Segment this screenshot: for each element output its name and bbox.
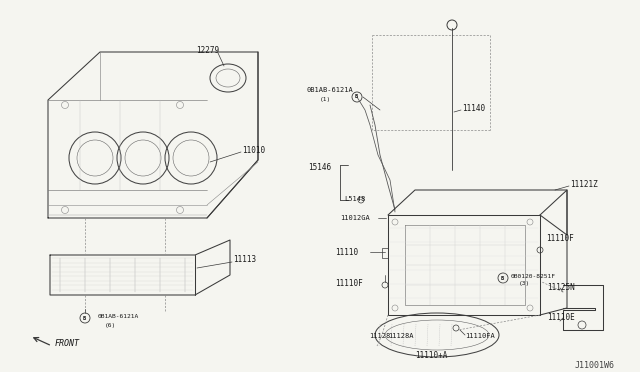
Text: 15146: 15146 bbox=[308, 163, 331, 171]
Text: J11001W6: J11001W6 bbox=[575, 360, 615, 369]
Text: 12279: 12279 bbox=[196, 45, 219, 55]
Text: B: B bbox=[83, 316, 86, 321]
Text: 0B1AB-6121A: 0B1AB-6121A bbox=[98, 314, 140, 320]
Text: (1): (1) bbox=[320, 96, 332, 102]
Text: 11110F: 11110F bbox=[335, 279, 363, 288]
Text: 11128: 11128 bbox=[369, 333, 390, 339]
Text: (6): (6) bbox=[105, 323, 116, 327]
Text: B: B bbox=[500, 276, 504, 281]
Text: 11110F: 11110F bbox=[546, 234, 573, 243]
Text: B: B bbox=[355, 93, 358, 99]
Text: 11110FA: 11110FA bbox=[465, 333, 495, 339]
Text: 11110E: 11110E bbox=[547, 314, 575, 323]
Text: 11010: 11010 bbox=[242, 145, 265, 154]
Text: L5148: L5148 bbox=[344, 196, 365, 202]
Text: 0B1AB-6121A: 0B1AB-6121A bbox=[307, 87, 354, 93]
Text: 11110+A: 11110+A bbox=[415, 352, 447, 360]
Text: FRONT: FRONT bbox=[55, 340, 80, 349]
Text: 11121Z: 11121Z bbox=[570, 180, 598, 189]
Text: 11140: 11140 bbox=[462, 103, 485, 112]
Text: 11128A: 11128A bbox=[388, 333, 413, 339]
Text: 11113: 11113 bbox=[233, 256, 256, 264]
Text: 11125N: 11125N bbox=[547, 283, 575, 292]
Text: 0B0120-8251F: 0B0120-8251F bbox=[511, 273, 556, 279]
Text: 11110: 11110 bbox=[335, 247, 358, 257]
Text: 11012GA: 11012GA bbox=[340, 215, 370, 221]
Text: (3): (3) bbox=[519, 282, 531, 286]
